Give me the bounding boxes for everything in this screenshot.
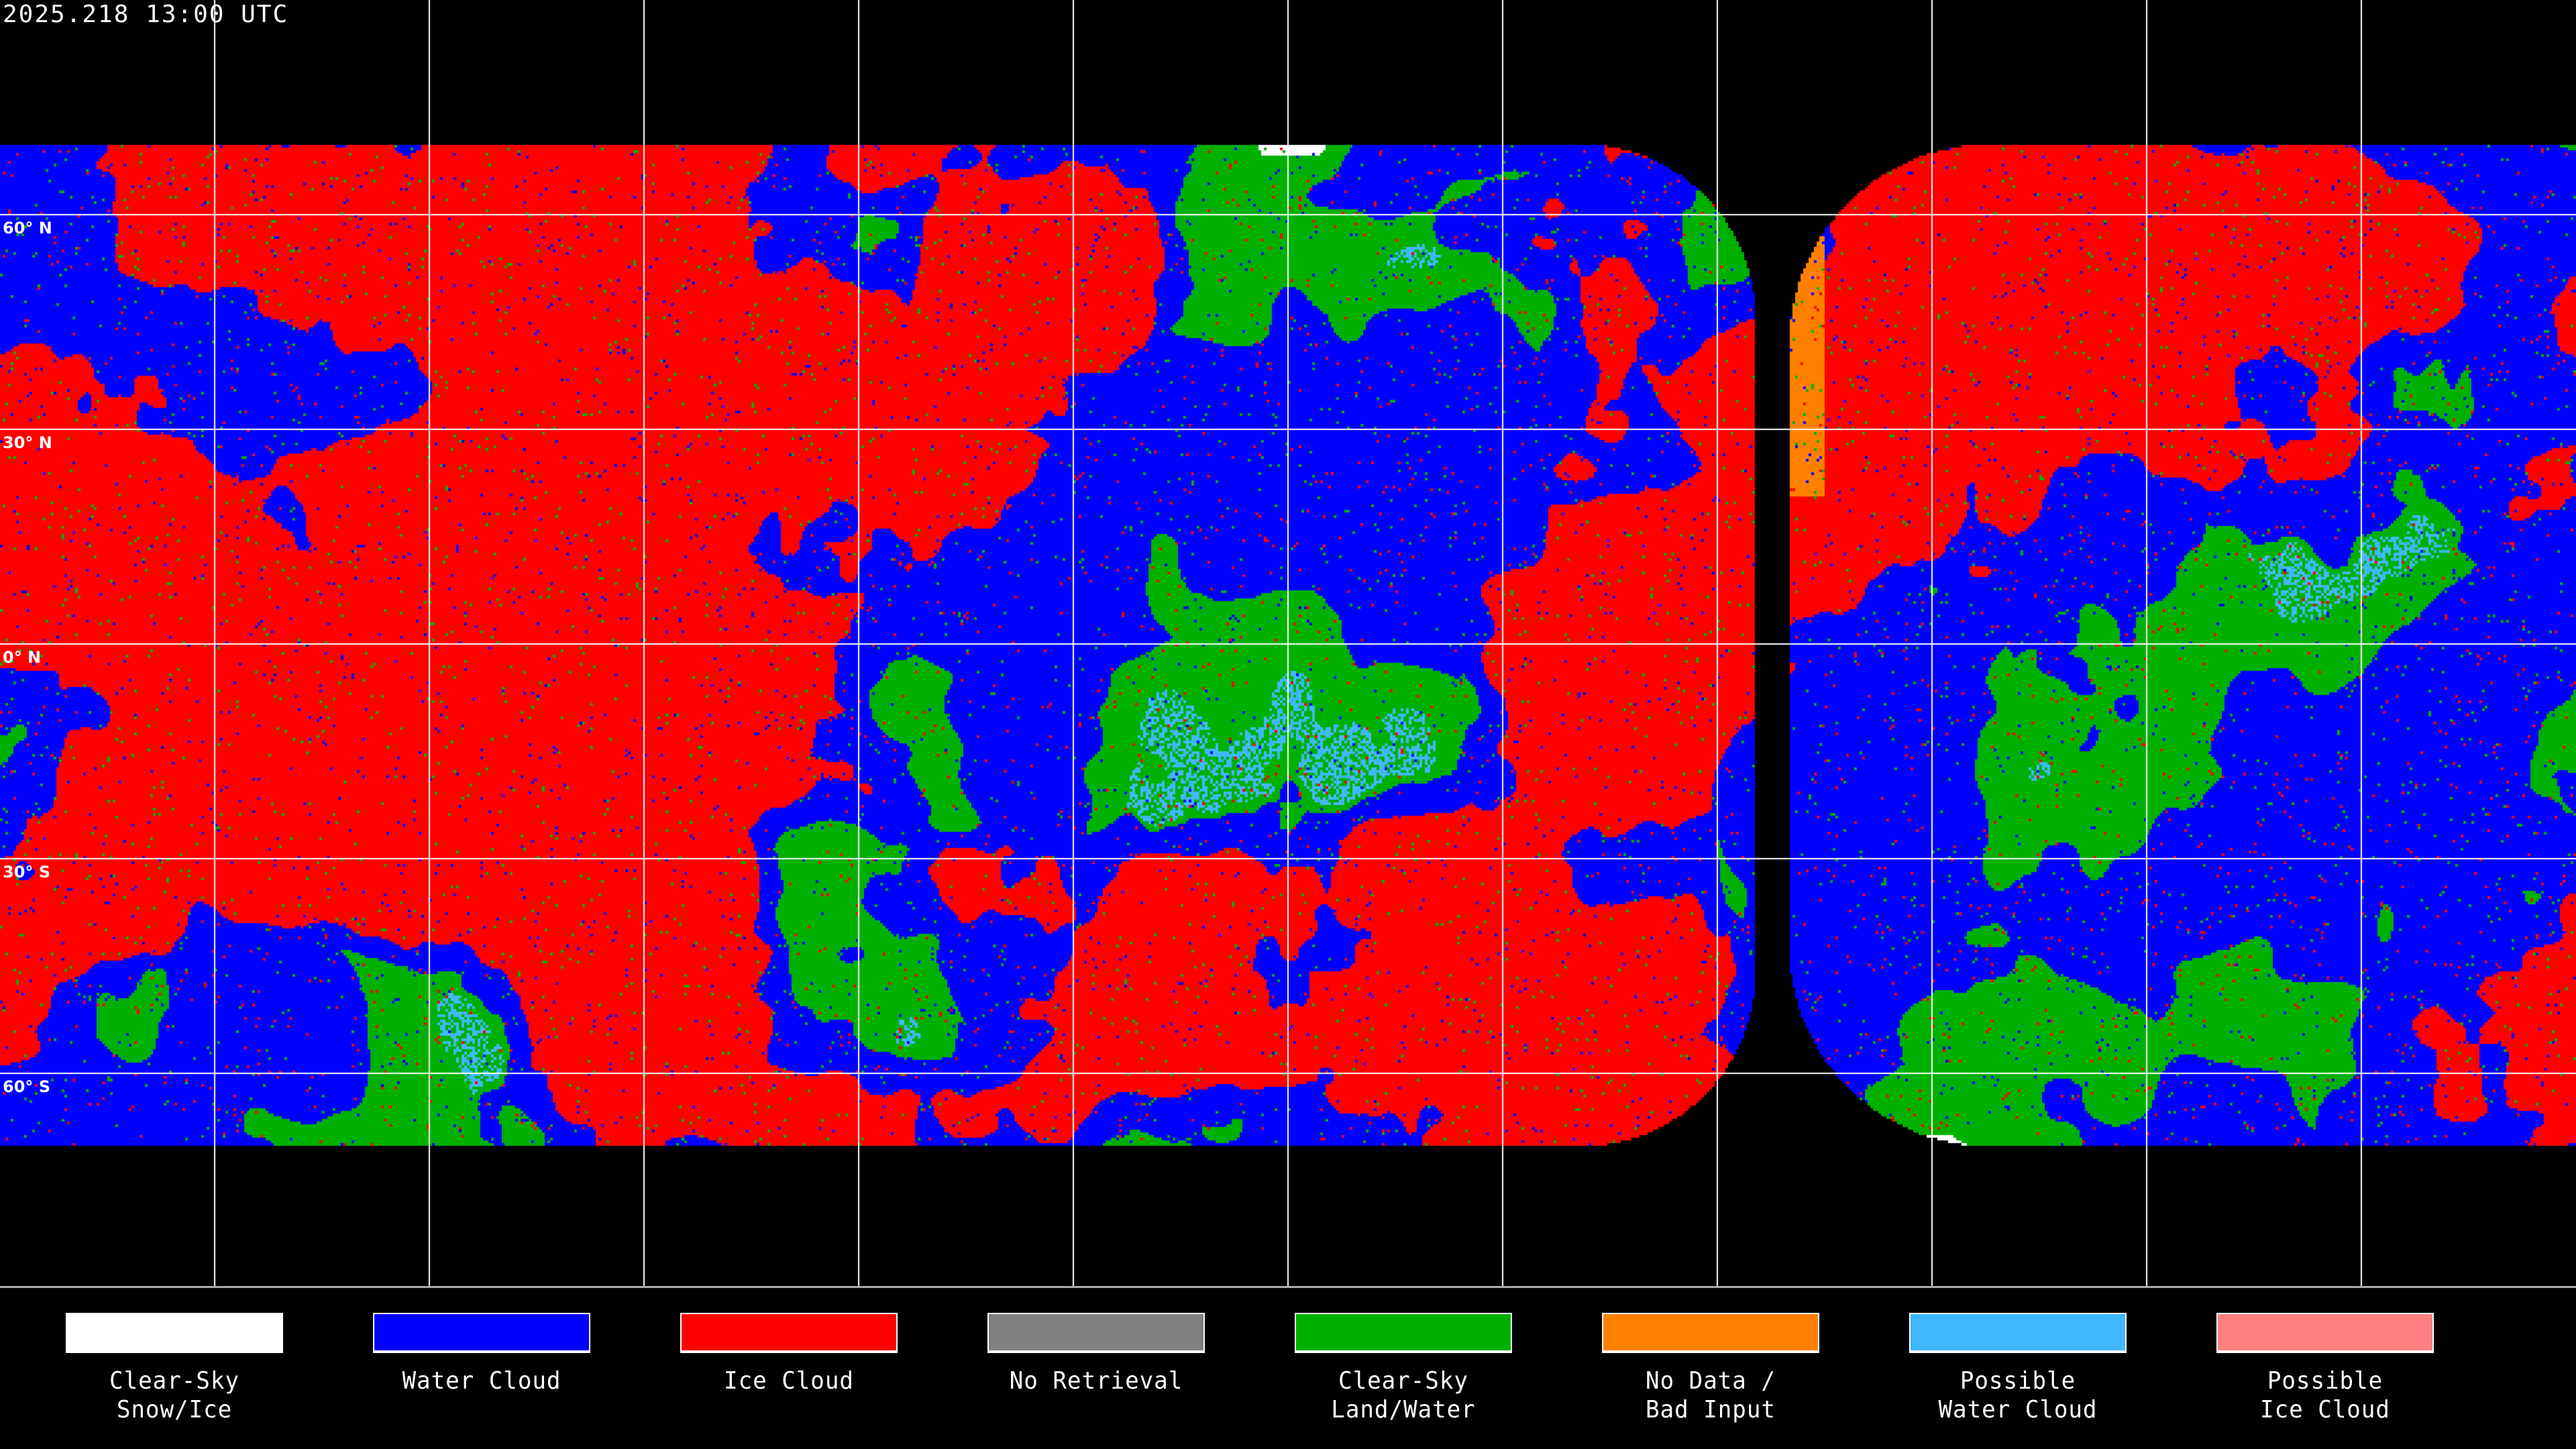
legend-swatch [373,1313,590,1353]
legend-swatch [680,1313,898,1353]
legend-label: Water Cloud [402,1367,561,1395]
legend-label: Possible Water Cloud [1938,1367,2098,1424]
legend-swatch [2216,1313,2434,1353]
legend-item-no-data: No Data / Bad Input [1602,1313,1819,1424]
legend-item-clear-sky-land-water: Clear-Sky Land/Water [1295,1313,1512,1424]
legend-item-possible-water-cloud: Possible Water Cloud [1909,1313,2127,1424]
legend-swatch [1909,1313,2127,1353]
lat-label-0n: 0° N [3,648,42,667]
legend-item-no-retrieval: No Retrieval [987,1313,1205,1395]
lat-label-60s: 60° S [3,1077,51,1096]
lat-label-60n: 60° N [3,219,52,237]
legend-label: Possible Ice Cloud [2260,1367,2390,1424]
legend-swatch [1602,1313,1819,1353]
legend: Clear-Sky Snow/Ice Water Cloud Ice Cloud … [0,1288,2576,1449]
cloud-phase-image [0,0,2576,1286]
legend-swatch [987,1313,1205,1353]
lat-label-30n: 30° N [3,433,52,452]
lat-label-30s: 30° S [3,863,51,881]
timestamp-title: 2025.218 13:00 UTC [3,1,289,28]
legend-label: Clear-Sky Land/Water [1331,1367,1476,1424]
legend-label: Ice Cloud [724,1367,854,1395]
legend-item-possible-ice-cloud: Possible Ice Cloud [2216,1313,2434,1424]
legend-item-clear-sky-snow-ice: Clear-Sky Snow/Ice [66,1313,283,1424]
legend-swatch [1295,1313,1512,1353]
legend-label: No Retrieval [1009,1367,1183,1395]
legend-label: No Data / Bad Input [1646,1367,1776,1424]
legend-label: Clear-Sky Snow/Ice [109,1367,239,1424]
legend-swatch [66,1313,283,1353]
legend-item-water-cloud: Water Cloud [373,1313,590,1395]
cloud-phase-map: 2025.218 13:00 UTC 60° N 30° N 0° N 30° … [0,0,2576,1288]
legend-item-ice-cloud: Ice Cloud [680,1313,898,1395]
